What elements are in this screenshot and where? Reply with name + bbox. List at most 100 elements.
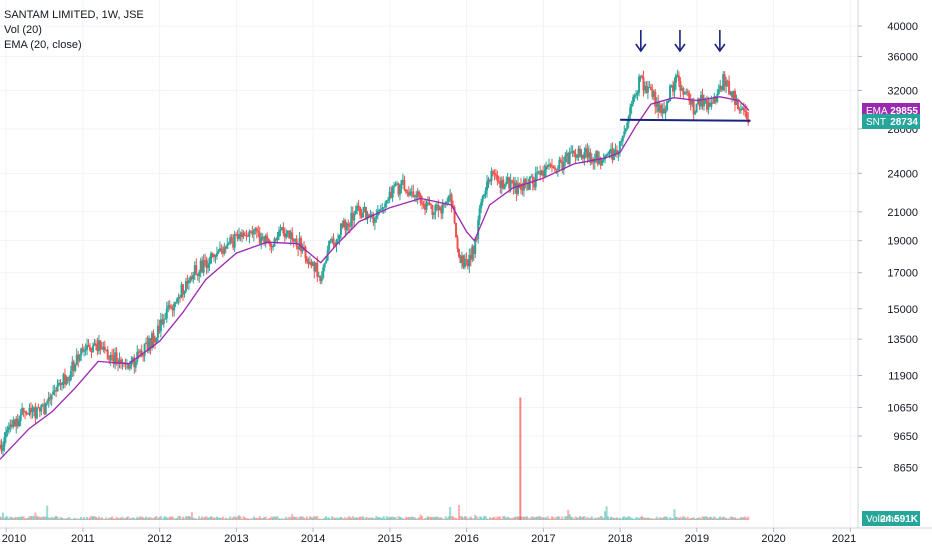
- candle-body: [651, 90, 654, 97]
- volume-bar: [413, 517, 416, 520]
- volume-bar: [494, 518, 497, 520]
- candle-body: [143, 343, 146, 356]
- volume-bar: [426, 516, 429, 520]
- candle-body: [391, 187, 394, 198]
- candle-body: [638, 76, 641, 93]
- volume-bar: [630, 517, 633, 520]
- volume-bar: [158, 516, 161, 520]
- candle-body: [708, 102, 711, 107]
- candle-body: [345, 223, 348, 231]
- volume-bar: [294, 517, 297, 520]
- candle-body: [176, 298, 179, 303]
- candle-body: [249, 231, 252, 233]
- candle-body: [71, 361, 74, 372]
- volume-bar: [270, 516, 273, 520]
- candle-body: [32, 407, 35, 410]
- volume-bar: [649, 518, 652, 520]
- candle-body: [362, 212, 365, 218]
- volume-bar: [362, 516, 365, 520]
- candle-body: [738, 109, 741, 111]
- candle-body: [242, 232, 245, 236]
- volume-bar: [499, 516, 502, 520]
- volume-bar: [614, 518, 617, 520]
- volume-bar: [450, 516, 453, 520]
- volume-bar: [184, 516, 187, 520]
- volume-bar: [667, 518, 670, 520]
- candle-body: [642, 77, 645, 91]
- candle-body: [12, 419, 15, 427]
- volume-bar: [370, 517, 373, 520]
- legend-ema[interactable]: EMA (20, close): [4, 39, 82, 51]
- volume-bar: [645, 517, 648, 520]
- candle-body: [96, 344, 99, 351]
- volume-bar: [459, 516, 462, 520]
- volume-bar: [323, 517, 326, 520]
- volume-bar: [252, 516, 255, 520]
- candle-body: [193, 265, 196, 275]
- volume-bar: [316, 516, 319, 520]
- candle-body: [437, 204, 440, 211]
- volume-bar: [233, 516, 236, 520]
- volume-bar: [460, 516, 463, 520]
- volume-bar: [378, 516, 381, 520]
- candle-body: [599, 157, 602, 166]
- candle-body: [506, 177, 509, 183]
- volume-bar: [581, 516, 584, 520]
- volume-bar: [429, 517, 432, 520]
- candle-body: [40, 405, 43, 412]
- volume-bar: [387, 517, 390, 520]
- volume-bar: [162, 517, 165, 520]
- volume-bar: [31, 516, 34, 520]
- candle-body: [72, 361, 75, 371]
- volume-bar: [382, 516, 385, 520]
- volume-bar: [428, 516, 431, 520]
- volume-bar: [276, 516, 279, 520]
- candle-body: [283, 233, 286, 238]
- volume-bar: [18, 516, 21, 520]
- candle-body: [500, 179, 503, 188]
- candle-body: [457, 249, 460, 257]
- candle-body: [235, 234, 238, 236]
- candle-body: [475, 238, 478, 240]
- volume-bar: [195, 518, 198, 520]
- candle-body: [716, 94, 719, 102]
- volume-bar: [391, 516, 394, 520]
- volume-bar: [15, 517, 18, 520]
- volume-bar: [407, 516, 410, 520]
- candle-body: [211, 253, 214, 255]
- candle-body: [468, 254, 471, 267]
- candle-body: [612, 153, 615, 161]
- candle-body: [400, 180, 403, 189]
- candle-body: [307, 261, 310, 264]
- volume-bar: [671, 518, 674, 520]
- volume-bar: [381, 517, 384, 520]
- candle-body: [233, 234, 236, 248]
- candle-body: [223, 246, 226, 254]
- volume-bar: [373, 518, 376, 520]
- volume-bar: [205, 516, 208, 520]
- candle-body: [503, 184, 506, 189]
- price-badge[interactable]: SNT 28734: [862, 114, 920, 129]
- volume-bar: [590, 516, 593, 520]
- candle-body: [177, 296, 180, 299]
- volume-bar: [44, 516, 47, 520]
- candle-body: [630, 103, 633, 108]
- candle-body: [151, 333, 154, 349]
- candle-body: [313, 262, 316, 272]
- volume-bar: [379, 518, 382, 520]
- candle-body: [725, 80, 728, 87]
- volume-bar: [398, 516, 401, 520]
- volume-bar: [440, 517, 443, 520]
- legend-volume[interactable]: Vol (20): [4, 24, 42, 36]
- volume-bar: [444, 516, 447, 520]
- volume-bar: [10, 517, 13, 520]
- volume-bar: [725, 517, 728, 520]
- legend-symbol[interactable]: SANTAM LIMITED, 1W, JSE: [4, 9, 144, 21]
- candle-body: [723, 74, 726, 87]
- volume-spike-bar: [519, 397, 522, 520]
- candle-body: [134, 361, 137, 368]
- time-tick-label: 2020: [761, 533, 785, 545]
